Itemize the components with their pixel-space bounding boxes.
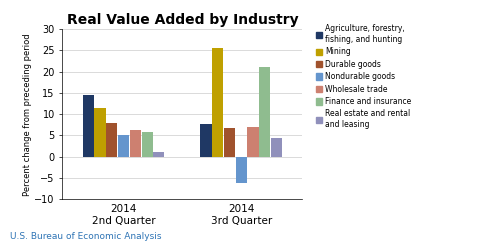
Bar bbox=[118, 135, 129, 157]
Legend: Agriculture, forestry,
fishing, and hunting, Mining, Durable goods, Nondurable g: Agriculture, forestry, fishing, and hunt… bbox=[316, 25, 411, 129]
Y-axis label: Percent change from preceding period: Percent change from preceding period bbox=[23, 33, 32, 196]
Title: Real Value Added by Industry: Real Value Added by Industry bbox=[67, 13, 298, 26]
Bar bbox=[259, 68, 270, 157]
Bar bbox=[247, 127, 259, 157]
Bar bbox=[130, 130, 141, 157]
Bar bbox=[271, 139, 282, 157]
Bar bbox=[95, 108, 106, 157]
Bar bbox=[224, 128, 235, 157]
Text: U.S. Bureau of Economic Analysis: U.S. Bureau of Economic Analysis bbox=[10, 232, 161, 241]
Bar bbox=[200, 124, 212, 157]
Bar bbox=[83, 95, 94, 157]
Bar bbox=[142, 132, 153, 157]
Bar bbox=[153, 153, 165, 157]
Bar bbox=[106, 123, 118, 157]
Bar bbox=[212, 48, 223, 157]
Bar bbox=[236, 157, 247, 183]
